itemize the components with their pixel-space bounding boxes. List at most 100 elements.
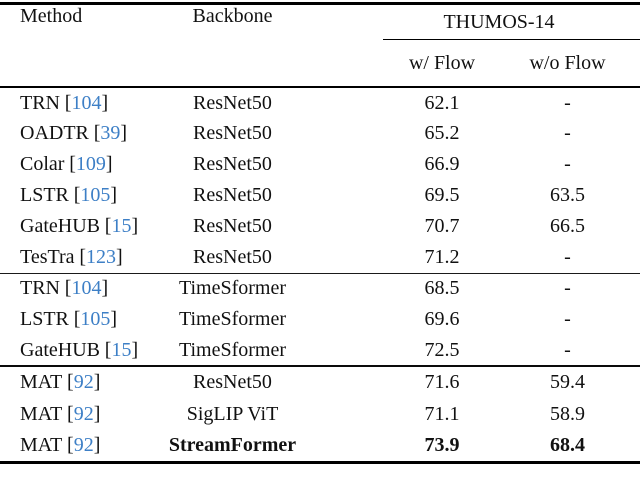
w-flow-value: 65.2 xyxy=(424,122,460,144)
citation-link[interactable]: 15 xyxy=(111,215,132,237)
wo-flow-value: - xyxy=(564,122,571,144)
backbone-cell: StreamFormer xyxy=(168,433,297,456)
cite-bracket-open: [ xyxy=(67,371,74,393)
method-cell: TesTra [123] xyxy=(0,242,160,273)
w-flow-value: 66.9 xyxy=(424,153,460,175)
backbone-cell: ResNet50 xyxy=(193,122,272,144)
col-header-w-flow: w/ Flow xyxy=(408,52,476,74)
wo-flow-value: 68.4 xyxy=(550,433,585,456)
cite-bracket-open: [ xyxy=(104,338,112,361)
table-row: GateHUB [15] TimeSformer 72.5 - xyxy=(0,335,640,366)
backbone-cell: ResNet50 xyxy=(193,153,272,175)
method-name: LSTR xyxy=(20,308,69,330)
w-flow-value: 71.2 xyxy=(424,245,460,268)
method-cell: MAT [92] xyxy=(0,365,160,398)
cite-bracket-open: [ xyxy=(79,245,86,268)
wo-flow-value: - xyxy=(564,338,571,361)
citation-link[interactable]: 104 xyxy=(71,277,102,300)
method-cell: LSTR [105] xyxy=(0,180,160,211)
wo-flow-value: - xyxy=(495,272,640,304)
method-name: GateHUB xyxy=(20,215,100,237)
cite-bracket-close: ] xyxy=(120,122,128,144)
backbone-cell: ResNet50 xyxy=(193,215,272,237)
group-mat-variants: MAT [92] ResNet50 71.6 59.4 MAT [92] SigLI… xyxy=(0,365,640,462)
cite-bracket-open: [ xyxy=(64,91,72,114)
wo-flow-value: 66.5 xyxy=(550,215,585,237)
citation-link[interactable]: 92 xyxy=(73,371,94,393)
method-cell: Colar [109] xyxy=(0,149,160,180)
cite-bracket-open: [ xyxy=(67,433,74,456)
citation-link[interactable]: 15 xyxy=(111,338,132,361)
w-flow-value: 71.6 xyxy=(305,365,495,398)
citation-link[interactable]: 92 xyxy=(73,433,94,456)
method-name: MAT xyxy=(20,402,63,425)
cite-bracket-close: ] xyxy=(101,277,109,300)
method-cell: MAT [92] xyxy=(0,430,160,462)
cite-bracket-close: ] xyxy=(93,402,101,425)
w-flow-value: 72.5 xyxy=(424,338,460,361)
method-cell: GateHUB [15] xyxy=(0,335,160,366)
table-header: Method Backbone THUMOS-14 w/ Flow w/o Fl… xyxy=(0,4,640,88)
cite-bracket-close: ] xyxy=(116,245,123,268)
wo-flow-value: - xyxy=(564,153,571,175)
method-cell: GateHUB [15] xyxy=(0,211,160,242)
w-flow-value: 69.6 xyxy=(424,308,460,330)
cite-bracket-open: [ xyxy=(104,215,112,237)
cite-bracket-open: [ xyxy=(67,402,74,425)
table-row: LSTR [105] TimeSformer 69.6 - xyxy=(0,304,640,335)
cite-bracket-close: ] xyxy=(110,308,118,330)
cite-bracket-close: ] xyxy=(105,153,113,175)
cite-bracket-open: [ xyxy=(73,184,81,206)
citation-link[interactable]: 92 xyxy=(73,402,94,425)
method-cell: TRN [104] xyxy=(0,272,160,304)
citation-link[interactable]: 105 xyxy=(80,308,111,330)
backbone-cell: ResNet50 xyxy=(160,86,305,118)
citation-link[interactable]: 104 xyxy=(71,91,102,114)
table-row: MAT [92] SigLIP ViT 71.1 58.9 xyxy=(0,398,640,430)
w-flow-value: 69.5 xyxy=(424,184,460,206)
dataset-group-label: THUMOS-14 xyxy=(443,10,555,33)
method-name: TRN xyxy=(20,91,60,114)
table-row: LSTR [105] ResNet50 69.5 63.5 xyxy=(0,180,640,211)
cite-bracket-open: [ xyxy=(93,122,101,144)
w-flow-value: 70.7 xyxy=(424,215,460,237)
table-row-best: MAT [92] StreamFormer 73.9 68.4 xyxy=(0,430,640,462)
method-name: Colar xyxy=(20,153,65,175)
group-resnet50-baselines: TRN [104] ResNet50 62.1 - OADTR [39] ResNe… xyxy=(0,86,640,273)
backbone-cell: TimeSformer xyxy=(178,308,287,330)
cite-bracket-close: ] xyxy=(131,215,139,237)
table-row: TesTra [123] ResNet50 71.2 - xyxy=(0,242,640,273)
cite-bracket-close: ] xyxy=(93,371,101,393)
wo-flow-value: - xyxy=(564,245,571,268)
method-name: TRN xyxy=(20,277,60,300)
table-row: MAT [92] ResNet50 71.6 59.4 xyxy=(0,365,640,398)
table-row: OADTR [39] ResNet50 65.2 - xyxy=(0,118,640,149)
backbone-cell: TimeSformer xyxy=(160,272,305,304)
backbone-cell: ResNet50 xyxy=(193,245,272,268)
col-header-wo-flow: w/o Flow xyxy=(529,52,606,74)
table-row: TRN [104] TimeSformer 68.5 - xyxy=(0,272,640,304)
thumos14-group-header: THUMOS-14 xyxy=(383,5,640,40)
method-cell: LSTR [105] xyxy=(0,304,160,335)
citation-link[interactable]: 123 xyxy=(86,245,116,268)
cite-bracket-close: ] xyxy=(93,433,101,456)
col-header-backbone: Backbone xyxy=(192,5,273,27)
method-name: MAT xyxy=(20,371,63,393)
wo-flow-value: 63.5 xyxy=(550,184,585,206)
wo-flow-value: 59.4 xyxy=(495,365,640,398)
method-cell: TRN [104] xyxy=(0,86,160,118)
cite-bracket-close: ] xyxy=(110,184,118,206)
backbone-cell: TimeSformer xyxy=(178,338,287,361)
citation-link[interactable]: 109 xyxy=(75,153,106,175)
table-row: TRN [104] ResNet50 62.1 - xyxy=(0,86,640,118)
citation-link[interactable]: 105 xyxy=(80,184,111,206)
method-cell: MAT [92] xyxy=(0,398,160,430)
wo-flow-value: 58.9 xyxy=(550,402,585,425)
col-header-dataset-group: THUMOS-14 xyxy=(305,4,640,42)
w-flow-value: 71.1 xyxy=(424,402,460,425)
method-name: MAT xyxy=(20,433,63,456)
table-row: GateHUB [15] ResNet50 70.7 66.5 xyxy=(0,211,640,242)
cite-bracket-close: ] xyxy=(131,338,139,361)
citation-link[interactable]: 39 xyxy=(100,122,121,144)
